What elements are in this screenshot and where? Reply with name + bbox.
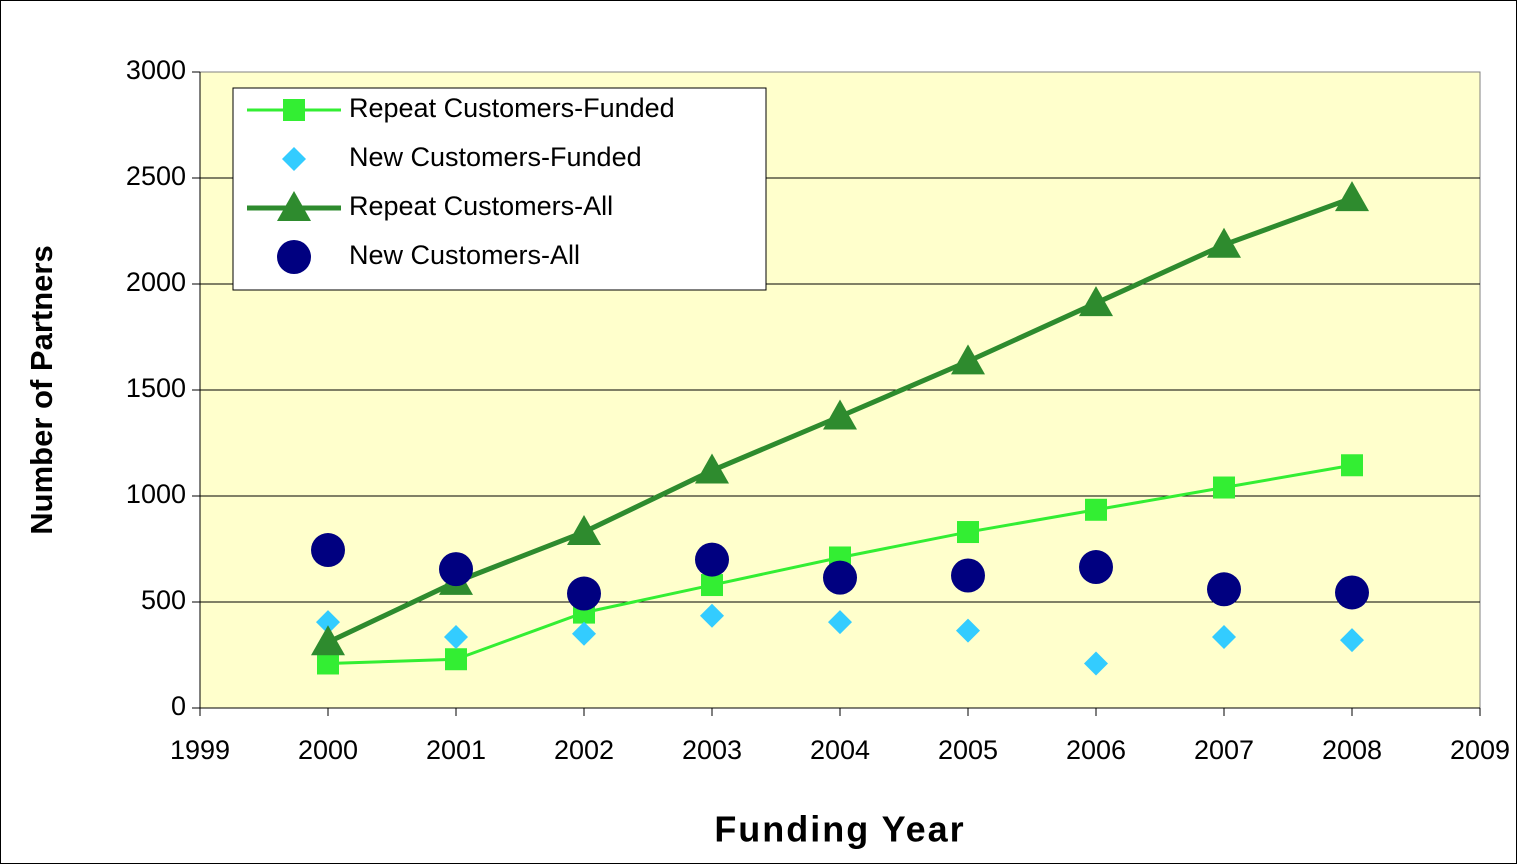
legend-marker [282, 147, 306, 171]
square-marker [701, 574, 723, 597]
diamond-marker [572, 621, 596, 646]
diamond-marker [1084, 651, 1108, 676]
legend-marker [283, 99, 305, 121]
y-tick-label: 2000 [126, 267, 186, 297]
circle-marker [311, 533, 345, 568]
diamond-marker [1212, 624, 1236, 649]
triangle-marker [951, 344, 985, 375]
circle-marker [823, 560, 857, 595]
triangle-marker [311, 625, 345, 656]
x-tick-label: 2005 [938, 735, 998, 765]
triangle-marker [1207, 227, 1241, 258]
legend-box [232, 87, 767, 291]
y-tick-label: 1000 [126, 479, 186, 509]
circle-marker [1207, 572, 1241, 607]
x-tick-label: 1999 [170, 735, 230, 765]
triangle-marker [1335, 181, 1369, 212]
triangle-marker [695, 453, 729, 484]
square-marker [1213, 476, 1235, 499]
legend-label: Repeat Customers-All [349, 191, 613, 221]
circle-marker [951, 558, 985, 593]
triangle-marker [1079, 286, 1113, 317]
triangle-marker [823, 399, 857, 430]
diamond-marker [828, 610, 852, 635]
legend-label: New Customers-All [349, 240, 580, 270]
x-tick-label: 2008 [1322, 735, 1382, 765]
x-tick-label: 2006 [1066, 735, 1126, 765]
square-marker [1085, 498, 1107, 521]
x-tick-label: 2000 [298, 735, 358, 765]
y-tick-label: 500 [141, 585, 186, 615]
y-axis-title: Number of Partners [24, 245, 59, 534]
square-marker [957, 521, 979, 544]
diamond-marker [1340, 628, 1364, 653]
x-axis-title: Funding Year [714, 809, 965, 850]
triangle-marker [567, 515, 601, 546]
circle-marker [439, 552, 473, 587]
legend-label: Repeat Customers-Funded [349, 93, 675, 123]
circle-marker [1079, 550, 1113, 585]
x-tick-label: 2007 [1194, 735, 1254, 765]
diamond-marker [444, 624, 468, 649]
y-tick-label: 2500 [126, 161, 186, 191]
x-tick-label: 2004 [810, 735, 870, 765]
y-tick-label: 3000 [126, 55, 186, 85]
x-tick-label: 2003 [682, 735, 742, 765]
x-tick-label: 2009 [1450, 735, 1510, 765]
diamond-marker [956, 618, 980, 643]
circle-marker [695, 542, 729, 577]
diamond-marker [700, 603, 724, 628]
legend-label: New Customers-Funded [349, 142, 642, 172]
circle-marker [567, 576, 601, 611]
square-marker [317, 652, 339, 675]
x-tick-label: 2001 [426, 735, 486, 765]
legend-marker [277, 240, 311, 274]
square-marker [445, 648, 467, 671]
circle-marker [1335, 575, 1369, 610]
x-tick-label: 2002 [554, 735, 614, 765]
y-tick-label: 1500 [126, 373, 186, 403]
y-tick-label: 0 [171, 691, 186, 721]
diamond-marker [316, 610, 340, 635]
legend-marker [277, 191, 311, 221]
square-marker [1341, 454, 1363, 477]
